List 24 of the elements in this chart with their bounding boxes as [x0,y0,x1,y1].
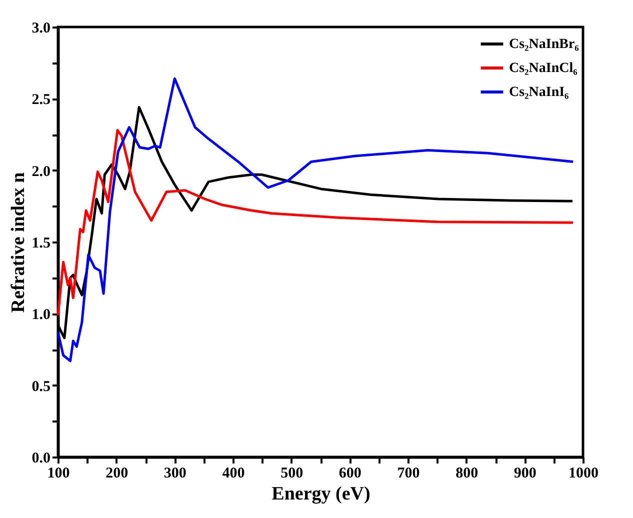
x-tick-label: 600 [338,466,362,482]
x-tick-label: 100 [47,466,70,482]
x-tick-label: 900 [514,466,536,482]
x-tick-label: 700 [397,466,420,482]
legend-label: Cs₂NaInBr₆ [509,37,579,52]
y-tick-label: 3.0 [32,20,50,36]
x-axis-title: Energy (eV) [272,484,370,504]
legend-label: Cs₂NaInI₆ [509,85,569,100]
y-tick-label: 0.0 [32,450,50,466]
y-tick-label: 2.5 [32,92,50,108]
line-series [56,77,574,362]
x-tick-label: 500 [280,466,304,482]
y-tick-label: 0.5 [32,378,50,395]
x-tick-label: 300 [164,466,186,482]
line-series [56,128,574,316]
y-tick-label: 1.0 [32,307,50,324]
x-tick-label: 200 [106,466,128,482]
x-tick-label: 400 [222,466,245,482]
y-axis-title: Refrative index n [8,172,29,313]
y-tick-label: 1.5 [32,236,50,252]
legend-label: Cs₂NaInCl₆ [509,61,578,76]
y-tick-label: 2.0 [32,164,50,180]
x-tick-label: 800 [456,466,478,482]
x-tick-label: 1000 [568,466,598,482]
